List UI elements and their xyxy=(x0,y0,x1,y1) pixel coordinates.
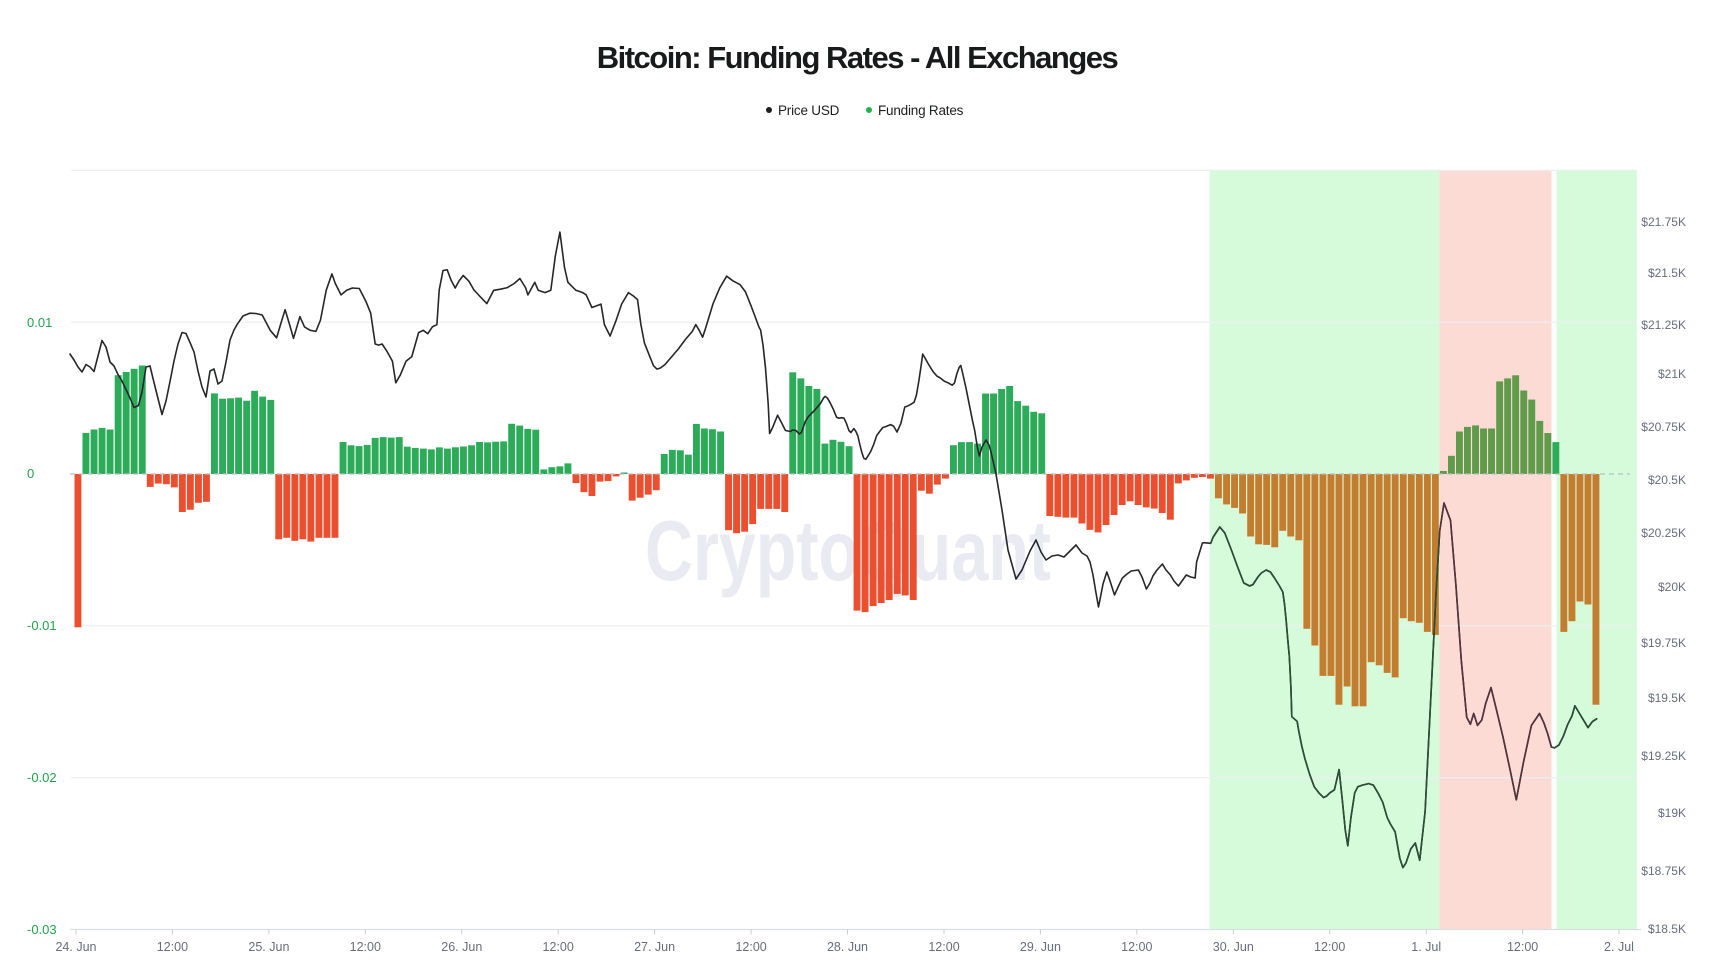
svg-text:-0.02: -0.02 xyxy=(27,770,57,785)
svg-text:30. Jun: 30. Jun xyxy=(1213,940,1254,954)
svg-text:28. Jun: 28. Jun xyxy=(827,940,868,954)
svg-text:$19.25K: $19.25K xyxy=(1641,749,1686,763)
svg-text:$19.75K: $19.75K xyxy=(1641,636,1686,650)
svg-text:1. Jul: 1. Jul xyxy=(1411,940,1441,954)
svg-text:$21K: $21K xyxy=(1658,367,1686,381)
svg-text:12:00: 12:00 xyxy=(928,940,959,954)
svg-text:26. Jun: 26. Jun xyxy=(441,940,482,954)
svg-text:$21.5K: $21.5K xyxy=(1648,266,1686,280)
svg-text:12:00: 12:00 xyxy=(735,940,766,954)
svg-text:-0.03: -0.03 xyxy=(27,922,57,937)
svg-text:12:00: 12:00 xyxy=(1121,940,1152,954)
svg-text:0: 0 xyxy=(27,466,34,481)
svg-text:27. Jun: 27. Jun xyxy=(634,940,675,954)
svg-text:Funding Rates: Funding Rates xyxy=(878,103,964,118)
svg-text:$20K: $20K xyxy=(1658,580,1686,594)
svg-text:$19.5K: $19.5K xyxy=(1648,691,1686,705)
svg-text:$20.75K: $20.75K xyxy=(1641,420,1686,434)
svg-text:$21.25K: $21.25K xyxy=(1641,318,1686,332)
svg-text:2. Jul: 2. Jul xyxy=(1604,940,1634,954)
svg-text:24. Jun: 24. Jun xyxy=(55,940,96,954)
svg-text:$19K: $19K xyxy=(1658,806,1686,820)
svg-text:12:00: 12:00 xyxy=(543,940,574,954)
svg-text:0.01: 0.01 xyxy=(27,315,52,330)
svg-text:12:00: 12:00 xyxy=(1507,940,1538,954)
svg-text:25. Jun: 25. Jun xyxy=(248,940,289,954)
svg-text:$18.5K: $18.5K xyxy=(1648,922,1686,936)
svg-text:12:00: 12:00 xyxy=(1314,940,1345,954)
svg-text:-0.01: -0.01 xyxy=(27,618,57,633)
svg-text:$20.25K: $20.25K xyxy=(1641,526,1686,540)
svg-text:CryptoQuant: CryptoQuant xyxy=(645,504,1051,599)
svg-text:Bitcoin: Funding Rates - All E: Bitcoin: Funding Rates - All Exchanges xyxy=(597,40,1118,75)
svg-text:$21.75K: $21.75K xyxy=(1641,215,1686,229)
svg-text:$18.75K: $18.75K xyxy=(1641,864,1686,878)
svg-text:29. Jun: 29. Jun xyxy=(1020,940,1061,954)
svg-text:Price USD: Price USD xyxy=(778,103,840,118)
svg-text:12:00: 12:00 xyxy=(157,940,188,954)
svg-text:$20.5K: $20.5K xyxy=(1648,473,1686,487)
svg-text:12:00: 12:00 xyxy=(350,940,381,954)
